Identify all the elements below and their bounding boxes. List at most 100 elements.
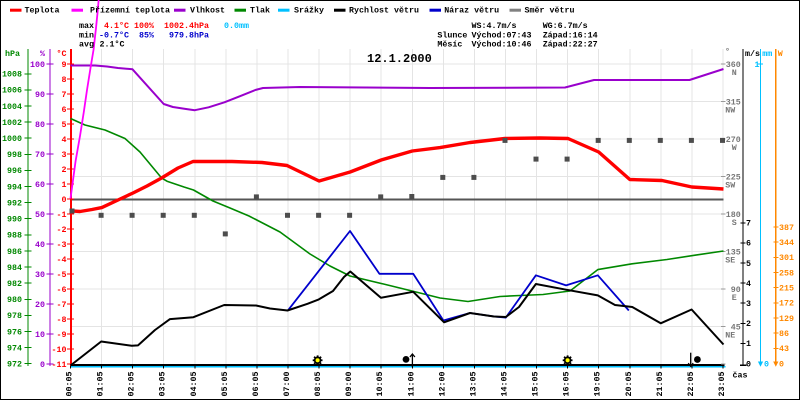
- svg-text:986: 986: [7, 247, 22, 257]
- svg-text:10: 10: [35, 330, 45, 340]
- svg-text:974: 974: [7, 343, 22, 353]
- svg-text:-0.7°C: -0.7°C: [99, 30, 129, 40]
- svg-text:7: 7: [746, 219, 751, 229]
- svg-text:NE: NE: [725, 330, 735, 340]
- svg-text:19:05: 19:05: [593, 372, 603, 397]
- svg-text:80: 80: [35, 120, 45, 130]
- svg-text:06:05: 06:05: [251, 372, 261, 397]
- svg-text:0: 0: [779, 360, 784, 370]
- svg-text:996: 996: [7, 166, 22, 176]
- svg-text:SW: SW: [725, 180, 735, 190]
- svg-text:1006: 1006: [2, 86, 22, 96]
- svg-text:Východ:10:46: Východ:10:46: [472, 40, 532, 50]
- svg-text:315: 315: [726, 97, 741, 107]
- svg-text:50: 50: [35, 210, 45, 220]
- svg-text:270: 270: [726, 135, 741, 145]
- svg-text:Východ:07:43: Východ:07:43: [472, 30, 532, 40]
- svg-text:387: 387: [779, 223, 794, 233]
- svg-text:5: 5: [62, 120, 67, 130]
- svg-text:60: 60: [35, 180, 45, 190]
- svg-text:1000: 1000: [2, 134, 22, 144]
- svg-text:NW: NW: [725, 105, 735, 115]
- svg-text:Tlak: Tlak: [250, 6, 270, 16]
- svg-text:-1: -1: [57, 210, 67, 220]
- svg-text:14:05: 14:05: [500, 372, 510, 397]
- svg-text:20:05: 20:05: [624, 372, 634, 397]
- svg-text:980: 980: [7, 295, 22, 305]
- svg-text:984: 984: [7, 263, 22, 273]
- svg-text:30: 30: [35, 270, 45, 280]
- svg-text:129: 129: [779, 314, 794, 324]
- svg-text:3: 3: [746, 299, 751, 309]
- svg-text:6: 6: [62, 105, 67, 115]
- svg-text:972: 972: [7, 360, 22, 370]
- svg-text:Náraz větru: Náraz větru: [444, 6, 499, 16]
- svg-text:0.0mm: 0.0mm: [224, 21, 249, 31]
- svg-text:979.8hPa: 979.8hPa: [169, 30, 209, 40]
- svg-text:301: 301: [779, 253, 794, 263]
- svg-text:16:05: 16:05: [562, 372, 572, 397]
- svg-text:1004: 1004: [2, 102, 22, 112]
- svg-text:hPa: hPa: [5, 49, 20, 59]
- svg-text:-10: -10: [52, 345, 67, 355]
- svg-text:2: 2: [62, 165, 67, 175]
- svg-text:12:00: 12:00: [437, 372, 447, 397]
- svg-text:Západ:16:14: Západ:16:14: [543, 30, 598, 40]
- svg-text:-8: -8: [57, 315, 67, 325]
- svg-text:90: 90: [731, 285, 741, 295]
- svg-text:0: 0: [764, 360, 769, 370]
- svg-text:m/s: m/s: [745, 49, 760, 59]
- svg-text:Měsíc: Měsíc: [437, 40, 462, 50]
- svg-text:988: 988: [7, 231, 22, 241]
- svg-text:982: 982: [7, 279, 22, 289]
- svg-text:Vlhkost: Vlhkost: [190, 6, 225, 16]
- svg-text:43: 43: [779, 344, 789, 354]
- svg-text:04:05: 04:05: [189, 372, 199, 397]
- svg-text:40: 40: [35, 240, 45, 250]
- svg-text:%: %: [40, 49, 45, 59]
- svg-text:Západ:22:27: Západ:22:27: [543, 40, 598, 50]
- svg-text:E: E: [732, 293, 737, 303]
- svg-text:W: W: [732, 143, 737, 153]
- svg-text:7: 7: [62, 90, 67, 100]
- svg-text:-9: -9: [57, 330, 67, 340]
- svg-text:01:05: 01:05: [96, 372, 106, 397]
- svg-text:0: 0: [40, 360, 45, 370]
- svg-text:100%: 100%: [134, 21, 154, 31]
- svg-text:9: 9: [62, 60, 67, 70]
- svg-text:-11: -11: [52, 360, 67, 370]
- svg-text:180: 180: [726, 210, 741, 220]
- svg-text:°: °: [725, 47, 730, 57]
- svg-text:Teplota: Teplota: [25, 6, 60, 16]
- svg-text:4: 4: [746, 279, 751, 289]
- svg-text:70: 70: [35, 150, 45, 160]
- svg-text:172: 172: [779, 299, 794, 309]
- svg-text:8: 8: [62, 75, 67, 85]
- svg-text:3: 3: [62, 150, 67, 160]
- svg-text:0: 0: [62, 195, 67, 205]
- svg-text:85%: 85%: [139, 30, 154, 40]
- svg-text:258: 258: [779, 268, 794, 278]
- svg-text:13:05: 13:05: [468, 372, 478, 397]
- svg-text:978: 978: [7, 311, 22, 321]
- svg-text:-4: -4: [57, 255, 67, 265]
- svg-text:45: 45: [731, 322, 741, 332]
- svg-text:998: 998: [7, 150, 22, 160]
- svg-text:WS:4.7m/s: WS:4.7m/s: [472, 21, 517, 31]
- svg-text:Slunce: Slunce: [437, 30, 467, 40]
- svg-text:S: S: [732, 218, 737, 228]
- svg-text:360: 360: [726, 60, 741, 70]
- svg-text:5: 5: [746, 259, 751, 269]
- svg-text:21:05: 21:05: [655, 372, 665, 397]
- svg-text:čas: čas: [733, 371, 748, 381]
- svg-text:976: 976: [7, 327, 22, 337]
- svg-text:°C: °C: [57, 49, 67, 59]
- svg-text:W: W: [778, 49, 783, 59]
- svg-text:-3: -3: [57, 240, 67, 250]
- svg-text:23:05: 23:05: [717, 372, 727, 397]
- svg-text:6: 6: [746, 239, 751, 249]
- svg-text:-2: -2: [57, 225, 67, 235]
- svg-text:12.1.2000: 12.1.2000: [367, 52, 432, 66]
- svg-text:02:05: 02:05: [127, 372, 137, 397]
- svg-text:min: min: [79, 30, 94, 40]
